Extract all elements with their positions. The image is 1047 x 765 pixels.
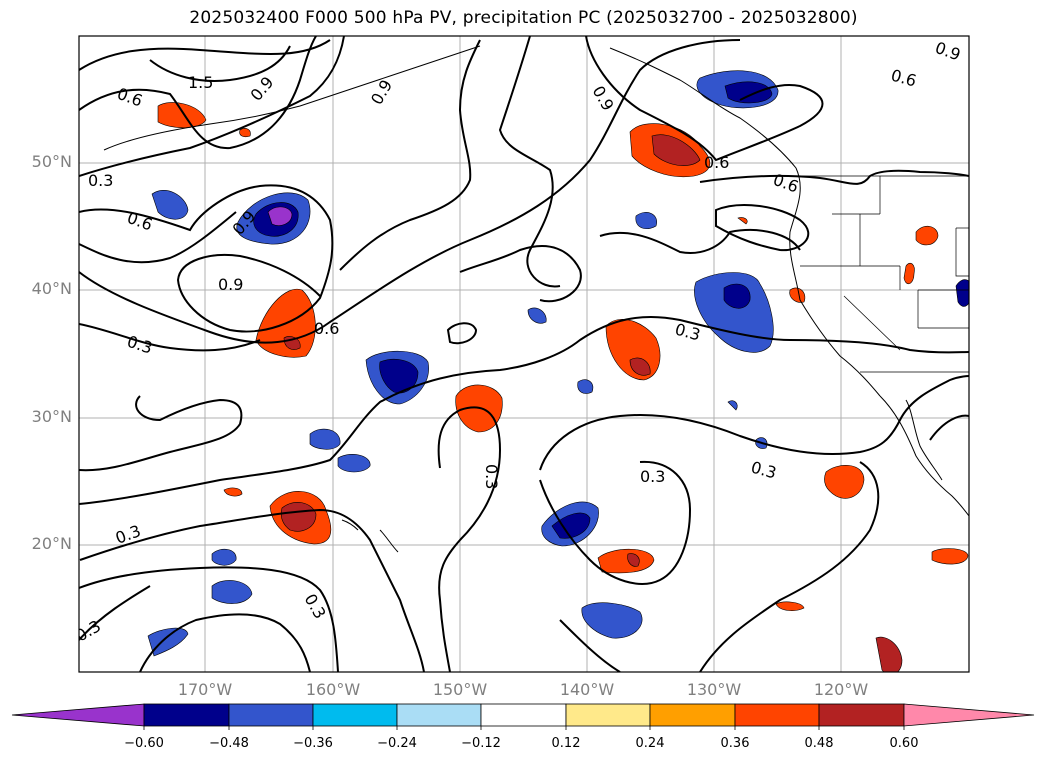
- colorbar-segment: [565, 703, 651, 727]
- colorbar-tick-label: 0.60: [889, 736, 919, 751]
- lon-label: 170°W: [177, 680, 233, 699]
- colorbar-tick-label: −0.36: [293, 736, 333, 751]
- gridlines: [79, 36, 969, 672]
- lon-label: 150°W: [432, 680, 488, 699]
- colorbar-tick-label: −0.60: [124, 736, 164, 751]
- lat-label: 30°N: [31, 407, 72, 426]
- boundaries: [800, 175, 969, 373]
- colorbar-tick-label: 0.24: [635, 736, 665, 751]
- lon-label: 140°W: [559, 680, 615, 699]
- lat-label: 20°N: [31, 534, 72, 553]
- colorbar-segment: [818, 703, 905, 727]
- contour-label: 0.3: [640, 467, 665, 486]
- contour-label: 0.9: [218, 275, 243, 294]
- plot-frame: [78, 35, 970, 673]
- coastlines: [103, 45, 969, 553]
- colorbar-tick-label: 0.48: [804, 736, 834, 751]
- colorbar-segment: [396, 703, 482, 727]
- colorbar-extend-high: [903, 703, 1035, 727]
- lon-label: 120°W: [813, 680, 869, 699]
- contour-label: 0.3: [88, 171, 113, 190]
- map-title: 2025032400 F000 500 hPa PV, precipitatio…: [189, 8, 858, 28]
- lat-label: 40°N: [31, 279, 72, 298]
- lon-label: 160°W: [305, 680, 361, 699]
- colorbar-segment: [228, 703, 314, 727]
- lat-label: 50°N: [31, 152, 72, 171]
- colorbar-segment: [143, 703, 230, 727]
- pv-contours: [79, 36, 969, 672]
- colorbar-tick-label: −0.24: [377, 736, 417, 751]
- colorbar-tick-label: −0.48: [209, 736, 249, 751]
- map-plot-area: 1.5 0.9 0.6 0.9 0.9 0.6 0.9 0.6 0.3 0.6 …: [79, 36, 969, 672]
- colorbar-tick-label: 0.12: [551, 736, 581, 751]
- colorbar-segment: [312, 703, 398, 727]
- contour-label: 0.6: [704, 153, 729, 172]
- lon-label: 130°W: [686, 680, 742, 699]
- contour-label: 0.3: [482, 464, 501, 489]
- colorbar-segment: [480, 703, 567, 727]
- colorbar-extend-low: [11, 703, 145, 727]
- contour-label: 1.5: [188, 73, 213, 92]
- colorbar: [11, 703, 1035, 730]
- colorbar-segment: [734, 703, 820, 727]
- contour-label: 0.6: [314, 319, 339, 338]
- colorbar-tick-label: −0.12: [461, 736, 501, 751]
- colorbar-segment: [649, 703, 736, 727]
- colorbar-tick-label: 0.36: [720, 736, 750, 751]
